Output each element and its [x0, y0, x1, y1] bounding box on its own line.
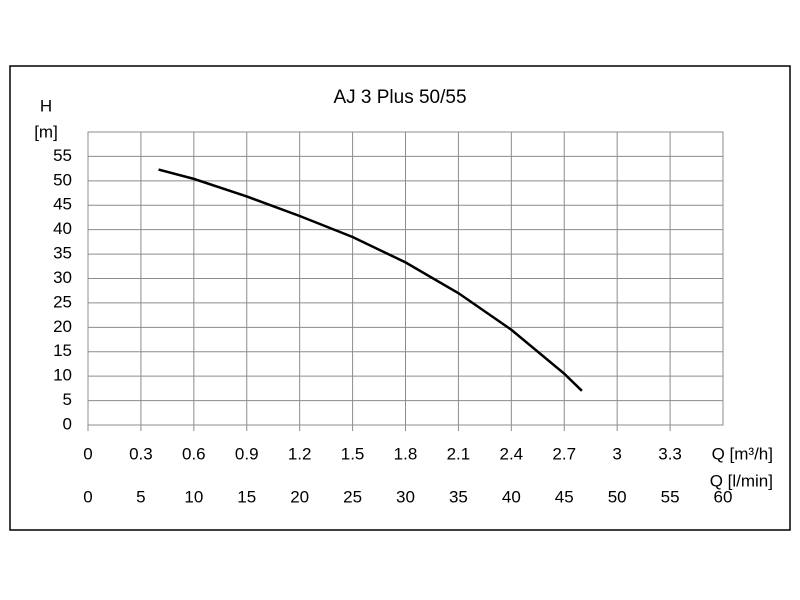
x2-tick-label: 25: [343, 487, 362, 506]
y-axis-unit: [m]: [34, 122, 58, 141]
y-tick-label: 20: [53, 317, 72, 336]
x2-tick-label: 30: [396, 487, 415, 506]
x2-tick-label: 45: [555, 487, 574, 506]
y-tick-label: 10: [53, 366, 72, 385]
y-tick-label: 35: [53, 244, 72, 263]
x-tick-label: 0: [83, 444, 92, 463]
y-tick-label: 50: [53, 170, 72, 189]
curve: [158, 168, 583, 392]
x2-tick-label: 0: [83, 487, 92, 506]
x-tick-label: 2.1: [447, 444, 471, 463]
x-tick-label: 3: [612, 444, 621, 463]
x2-tick-label: 50: [608, 487, 627, 506]
frame: [9, 65, 791, 531]
y-tick-label: 5: [63, 390, 72, 409]
x2-tick-label: 20: [290, 487, 309, 506]
x2-tick-label: 10: [184, 487, 203, 506]
x2-tick-label: 15: [237, 487, 256, 506]
x-tick-label: 3.3: [658, 444, 682, 463]
x-tick-label: 2.4: [500, 444, 524, 463]
x-tick-label: 1.5: [341, 444, 365, 463]
x-tick-label: 0.6: [182, 444, 206, 463]
x2-tick-label: 35: [449, 487, 468, 506]
x2-tick-label: 5: [136, 487, 145, 506]
x-axis-label: Q [m³/h]: [712, 444, 773, 463]
y-tick-label: 55: [53, 146, 72, 165]
y-tick-label: 15: [53, 341, 72, 360]
x-tick-label: 1.2: [288, 444, 312, 463]
x-tick-label: 1.8: [394, 444, 418, 463]
x-tick-label: 0.3: [129, 444, 153, 463]
x-tick-label: 0.9: [235, 444, 259, 463]
y-tick-label: 45: [53, 195, 72, 214]
y-tick-label: 25: [53, 292, 72, 311]
x2-axis-label: Q [l/min]: [710, 471, 773, 490]
y-tick-label: 0: [63, 414, 72, 433]
y-tick-label: 40: [53, 219, 72, 238]
y-axis-label: H: [40, 96, 52, 115]
chart-title: AJ 3 Plus 50/55: [333, 87, 466, 108]
x2-tick-label: 60: [714, 487, 733, 506]
plot-border: [87, 131, 724, 426]
y-tick-label: 30: [53, 268, 72, 287]
x2-tick-label: 55: [661, 487, 680, 506]
x2-tick-label: 40: [502, 487, 521, 506]
x-tick-label: 2.7: [552, 444, 576, 463]
